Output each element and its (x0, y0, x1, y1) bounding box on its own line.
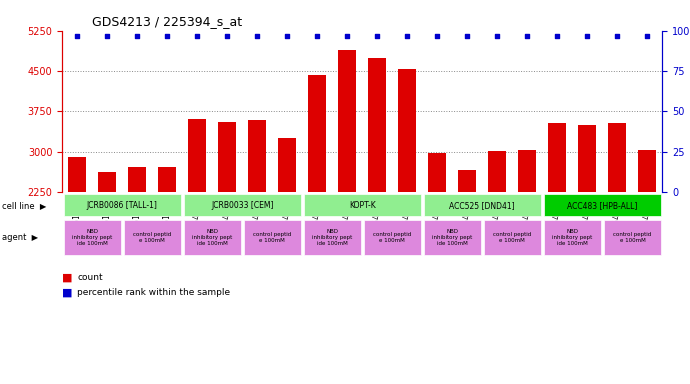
Point (312, 33, 323, 39)
Point (432, 33, 443, 39)
Bar (338, 50, 356, 192)
Point (582, 33, 593, 39)
Point (372, 33, 383, 39)
Point (101, 33, 112, 39)
Bar (604, 220, 661, 255)
Point (192, 33, 203, 39)
Bar (304, 220, 361, 255)
Text: ACC525 [DND41]: ACC525 [DND41] (449, 201, 515, 210)
Bar (218, 122, 236, 192)
Point (132, 33, 143, 39)
Bar (458, 170, 476, 192)
Bar (489, 151, 506, 192)
Point (462, 33, 473, 39)
Point (282, 33, 293, 39)
Text: percentile rank within the sample: percentile rank within the sample (77, 288, 230, 298)
Point (642, 33, 653, 39)
Bar (188, 119, 206, 192)
Text: control peptid
e 100mM: control peptid e 100mM (613, 232, 651, 243)
Point (221, 33, 233, 39)
Text: JCRB0086 [TALL-1]: JCRB0086 [TALL-1] (87, 201, 157, 210)
Bar (124, 220, 181, 255)
Bar (368, 58, 386, 192)
Bar (278, 138, 296, 192)
Text: ■: ■ (62, 273, 72, 283)
Text: ■: ■ (62, 288, 72, 298)
Text: count: count (77, 273, 103, 282)
Text: control peptid
e 100mM: control peptid e 100mM (493, 232, 531, 243)
Point (252, 33, 263, 39)
Bar (428, 153, 446, 192)
Text: NBD
inhibitory pept
ide 100mM: NBD inhibitory pept ide 100mM (552, 229, 593, 246)
Bar (184, 194, 301, 217)
Text: KOPT-K: KOPT-K (349, 201, 375, 210)
Bar (544, 220, 601, 255)
Bar (68, 157, 86, 192)
Bar (424, 194, 541, 217)
Point (492, 33, 503, 39)
Point (552, 33, 563, 39)
Bar (518, 149, 536, 192)
Bar (578, 125, 596, 192)
Bar (184, 220, 241, 255)
Bar (424, 220, 481, 255)
Point (161, 33, 172, 39)
Text: agent  ▶: agent ▶ (2, 233, 38, 242)
Text: NBD
inhibitory pept
ide 100mM: NBD inhibitory pept ide 100mM (432, 229, 473, 246)
Text: control peptid
e 100mM: control peptid e 100mM (253, 232, 291, 243)
Bar (638, 149, 656, 192)
Text: GDS4213 / 225394_s_at: GDS4213 / 225394_s_at (92, 15, 242, 28)
Text: NBD
inhibitory pept
ide 100mM: NBD inhibitory pept ide 100mM (312, 229, 353, 246)
Point (402, 33, 413, 39)
Bar (158, 167, 176, 192)
Text: control peptid
e 100mM: control peptid e 100mM (373, 232, 411, 243)
Bar (244, 220, 301, 255)
Point (612, 33, 623, 39)
Bar (63, 220, 121, 255)
Bar (304, 194, 421, 217)
Point (342, 33, 353, 39)
Text: ACC483 [HPB-ALL]: ACC483 [HPB-ALL] (567, 201, 638, 210)
Text: NBD
inhibitory pept
ide 100mM: NBD inhibitory pept ide 100mM (192, 229, 233, 246)
Text: control peptid
e 100mM: control peptid e 100mM (133, 232, 171, 243)
Bar (544, 194, 661, 217)
Text: JCRB0033 [CEM]: JCRB0033 [CEM] (211, 201, 273, 210)
Bar (484, 220, 541, 255)
Bar (308, 75, 326, 192)
Bar (63, 194, 181, 217)
Bar (364, 220, 421, 255)
Bar (98, 172, 116, 192)
Bar (398, 70, 416, 192)
Bar (128, 167, 146, 192)
Point (522, 33, 533, 39)
Text: NBD
inhibitory pept
ide 100mM: NBD inhibitory pept ide 100mM (72, 229, 112, 246)
Text: cell line  ▶: cell line ▶ (2, 201, 46, 210)
Bar (549, 122, 566, 192)
Bar (248, 120, 266, 192)
Point (72, 33, 83, 39)
Bar (609, 123, 627, 192)
